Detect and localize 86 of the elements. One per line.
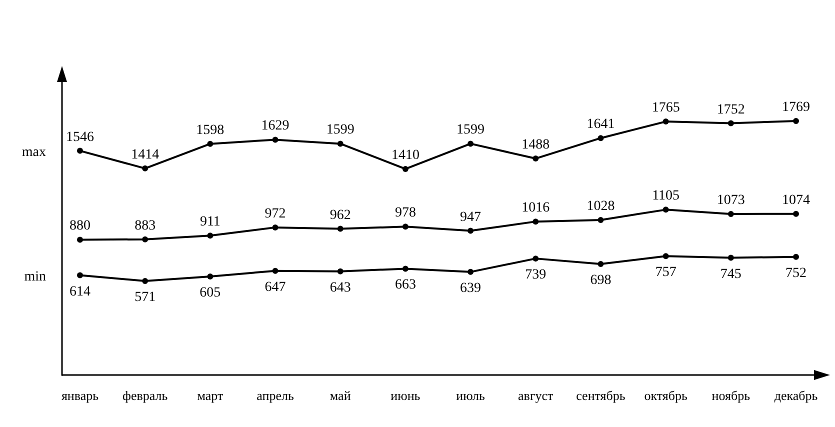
point bbox=[598, 216, 604, 223]
point bbox=[272, 268, 278, 274]
data-label: 1641 bbox=[586, 117, 615, 132]
x-tick-label: ноябрь bbox=[712, 388, 750, 403]
point bbox=[598, 261, 604, 268]
point bbox=[793, 210, 799, 217]
data-label: 757 bbox=[655, 265, 676, 280]
data-label: 1599 bbox=[326, 122, 354, 138]
x-tick-label: апрель bbox=[256, 388, 294, 403]
point bbox=[402, 166, 408, 172]
data-label: 1546 bbox=[66, 130, 94, 145]
point bbox=[532, 156, 539, 162]
data-label: 1769 bbox=[782, 100, 810, 115]
point bbox=[142, 165, 148, 172]
data-label: 911 bbox=[200, 214, 220, 230]
data-label: 698 bbox=[590, 273, 612, 288]
data-label: 614 bbox=[70, 284, 90, 300]
data-label: 1028 bbox=[586, 198, 615, 214]
data-label: 978 bbox=[394, 206, 416, 221]
data-label: 1488 bbox=[522, 138, 550, 153]
text: min bbox=[24, 269, 46, 284]
data-label: 1765 bbox=[652, 100, 680, 116]
data-label: 1074 bbox=[782, 192, 810, 208]
x-tick-label: сентябрь bbox=[576, 388, 626, 403]
point bbox=[598, 135, 604, 142]
data-label: 883 bbox=[134, 218, 156, 234]
data-label: 605 bbox=[200, 285, 221, 300]
data-label: 647 bbox=[264, 280, 286, 295]
point bbox=[142, 236, 148, 242]
point bbox=[728, 254, 734, 261]
point bbox=[532, 256, 539, 262]
data-label: 1410 bbox=[391, 148, 420, 163]
point bbox=[728, 120, 734, 126]
x-tick-label: июль bbox=[456, 388, 485, 403]
data-label: 880 bbox=[70, 218, 90, 234]
data-label: 571 bbox=[134, 290, 156, 305]
x-tick-label: август bbox=[518, 388, 554, 403]
point bbox=[662, 206, 669, 213]
point bbox=[272, 224, 278, 230]
point bbox=[142, 278, 148, 284]
point bbox=[77, 236, 83, 243]
x-tick-label: май bbox=[330, 388, 351, 403]
x-tick-label: январь bbox=[61, 388, 99, 403]
data-label: 1414 bbox=[131, 147, 160, 162]
point bbox=[468, 268, 474, 275]
point bbox=[207, 232, 214, 239]
data-label: 1629 bbox=[261, 118, 290, 134]
data-label: 1599 bbox=[456, 122, 485, 138]
point bbox=[272, 136, 278, 143]
point bbox=[662, 118, 669, 125]
point bbox=[402, 224, 408, 230]
point bbox=[207, 140, 214, 147]
text: max bbox=[22, 144, 46, 160]
data-label: 643 bbox=[330, 280, 351, 296]
data-label: 1752 bbox=[716, 102, 745, 118]
point bbox=[793, 254, 799, 260]
data-label: 1598 bbox=[196, 122, 224, 138]
data-label: 639 bbox=[460, 280, 482, 296]
x-tick-label: март bbox=[197, 388, 224, 403]
x-tick-label: июнь bbox=[390, 388, 420, 403]
point bbox=[77, 272, 83, 278]
point bbox=[662, 253, 669, 260]
data-label: 1073 bbox=[716, 192, 745, 208]
data-label: 972 bbox=[264, 206, 286, 222]
x-tick-label: декабрь bbox=[774, 388, 818, 403]
point bbox=[337, 268, 344, 274]
point bbox=[468, 140, 474, 147]
point bbox=[207, 273, 214, 280]
data-label: 745 bbox=[720, 266, 742, 282]
data-label: 1105 bbox=[652, 188, 680, 204]
point bbox=[77, 148, 83, 154]
data-label: 962 bbox=[330, 208, 351, 223]
x-tick-label: февраль bbox=[122, 388, 168, 403]
point bbox=[728, 210, 734, 217]
data-label: 947 bbox=[460, 210, 482, 225]
point bbox=[337, 226, 344, 232]
data-label: 739 bbox=[525, 268, 546, 283]
data-label: 752 bbox=[786, 266, 806, 281]
data-label: 1016 bbox=[522, 200, 550, 216]
point bbox=[337, 140, 344, 147]
x-tick-label: октябрь bbox=[644, 388, 688, 403]
point bbox=[793, 118, 799, 124]
data-label: 663 bbox=[394, 278, 416, 293]
point bbox=[468, 228, 474, 234]
point bbox=[532, 218, 539, 225]
point bbox=[402, 266, 408, 272]
